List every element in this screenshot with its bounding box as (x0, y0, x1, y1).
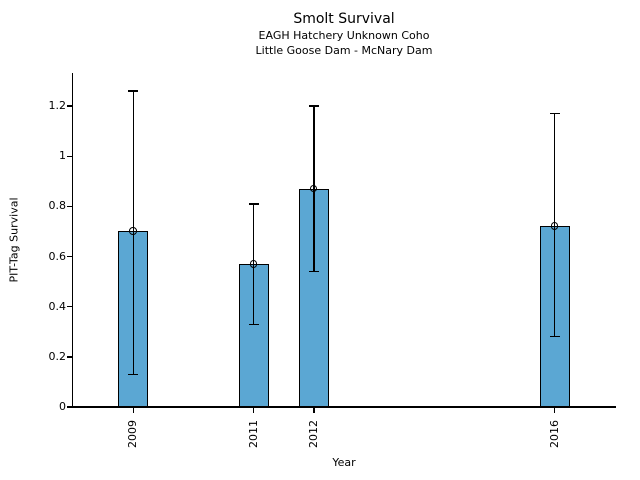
x-axis-line (71, 406, 616, 408)
error-cap-top (308, 105, 319, 107)
y-tick-mark (67, 356, 72, 358)
point-marker-2009 (129, 227, 137, 236)
y-tick-label: 0.2 (48, 349, 67, 363)
y-tick-label: 1.2 (48, 99, 67, 113)
title-block: Smolt Survival EAGH Hatchery Unknown Coh… (73, 10, 615, 58)
error-cap-bottom (248, 323, 259, 325)
y-tick-label: 1 (59, 149, 66, 163)
error-cap-bottom (128, 373, 139, 376)
x-tick-mark (132, 407, 134, 413)
error-cap-bottom (308, 270, 319, 273)
chart-title: Smolt Survival (293, 11, 395, 27)
y-tick-label: 0 (59, 400, 66, 413)
error-cap-bottom (549, 336, 560, 338)
bar-2012 (298, 188, 329, 407)
x-tick-label: 2012 (306, 420, 320, 448)
y-tick-mark (67, 406, 72, 408)
x-tick-mark (252, 407, 255, 413)
y-tick-mark (67, 155, 72, 157)
y-tick-mark (67, 205, 72, 208)
x-tick-mark (554, 407, 556, 413)
y-tick-label: 0.8 (48, 199, 67, 213)
x-tick-mark (313, 407, 315, 413)
y-tick-mark (67, 305, 72, 308)
point-marker-2011 (249, 260, 258, 268)
chart-subtitle-line2: Little Goose Dam - McNary Dam (255, 43, 433, 57)
error-cap-top (248, 203, 259, 205)
x-axis-label: Year (332, 456, 356, 469)
y-tick-mark (67, 255, 72, 258)
y-tick-label: 0.6 (48, 249, 67, 263)
chart-subtitle-line1: EAGH Hatchery Unknown Coho (258, 29, 430, 42)
x-tick-label: 2009 (126, 420, 140, 448)
y-tick-mark (67, 105, 72, 107)
x-tick-label: 2016 (547, 420, 561, 448)
y-axis-line (71, 73, 73, 408)
point-marker-2012 (309, 184, 318, 193)
point-marker-2016 (550, 222, 559, 231)
x-tick-label: 2011 (246, 420, 260, 448)
error-cap-top (128, 90, 139, 92)
error-cap-top (549, 112, 560, 115)
y-tick-label: 0.4 (48, 299, 67, 313)
